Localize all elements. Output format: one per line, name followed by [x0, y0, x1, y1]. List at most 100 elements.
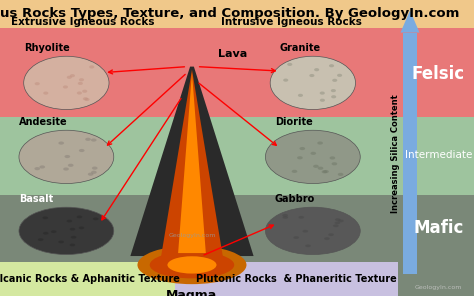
Text: Intrusive Igneous Rocks: Intrusive Igneous Rocks [221, 17, 362, 27]
Ellipse shape [265, 130, 360, 184]
Ellipse shape [329, 156, 335, 160]
Ellipse shape [19, 207, 114, 255]
Polygon shape [161, 70, 223, 256]
Text: Felsic: Felsic [412, 65, 465, 83]
Ellipse shape [324, 237, 330, 240]
Ellipse shape [24, 56, 109, 110]
Ellipse shape [43, 232, 49, 235]
Ellipse shape [93, 218, 99, 220]
Ellipse shape [82, 90, 87, 93]
Ellipse shape [51, 230, 56, 233]
Ellipse shape [335, 218, 341, 221]
Text: Diorite: Diorite [275, 117, 313, 127]
Text: Increasing Silica Content: Increasing Silica Content [392, 94, 400, 213]
Text: Andesite: Andesite [19, 117, 68, 127]
Text: GeologyIn.com: GeologyIn.com [168, 233, 216, 238]
Ellipse shape [77, 215, 82, 218]
Bar [175, 262, 398, 296]
Ellipse shape [92, 167, 98, 170]
Ellipse shape [19, 130, 114, 184]
Ellipse shape [67, 76, 72, 79]
Ellipse shape [302, 230, 308, 233]
Text: Magma: Magma [166, 289, 218, 296]
Ellipse shape [91, 171, 97, 174]
Bar [0, 28, 398, 117]
Bar [398, 28, 474, 117]
Ellipse shape [39, 165, 45, 168]
Text: GeologyIn.com: GeologyIn.com [415, 285, 462, 289]
Ellipse shape [64, 155, 70, 158]
Ellipse shape [88, 173, 93, 176]
Ellipse shape [167, 256, 217, 274]
Ellipse shape [310, 152, 316, 155]
Polygon shape [130, 67, 254, 256]
Text: Gabbro: Gabbro [275, 194, 315, 204]
Ellipse shape [298, 94, 303, 97]
Ellipse shape [35, 167, 40, 170]
Ellipse shape [63, 85, 68, 89]
Ellipse shape [321, 170, 327, 173]
Bar [398, 195, 474, 262]
Ellipse shape [84, 98, 90, 101]
Text: Extrusive Igneous Rocks: Extrusive Igneous Rocks [11, 17, 155, 27]
Ellipse shape [320, 99, 325, 102]
Ellipse shape [283, 214, 288, 217]
Polygon shape [178, 73, 206, 253]
Ellipse shape [323, 170, 329, 173]
Ellipse shape [70, 244, 75, 246]
Ellipse shape [58, 241, 64, 243]
Bar [0, 0, 474, 28]
Ellipse shape [335, 221, 340, 224]
Ellipse shape [319, 91, 325, 95]
Bar [0, 117, 398, 195]
Ellipse shape [68, 164, 73, 167]
Bar [403, 33, 417, 274]
Text: Mafic: Mafic [413, 219, 464, 237]
Ellipse shape [331, 89, 336, 92]
Ellipse shape [71, 236, 76, 239]
Ellipse shape [43, 91, 48, 95]
Ellipse shape [314, 68, 319, 71]
Ellipse shape [337, 74, 342, 77]
Text: Volcanic Rocks & Aphanitic Texture: Volcanic Rocks & Aphanitic Texture [0, 274, 180, 284]
Text: Granite: Granite [280, 43, 321, 53]
Ellipse shape [292, 170, 297, 173]
Ellipse shape [329, 64, 334, 67]
Text: Plutonic Rocks  & Phaneritic Texture: Plutonic Rocks & Phaneritic Texture [196, 274, 397, 284]
Ellipse shape [283, 78, 288, 82]
Ellipse shape [35, 82, 40, 85]
Ellipse shape [305, 244, 311, 247]
Ellipse shape [299, 216, 304, 219]
Ellipse shape [77, 91, 82, 95]
Ellipse shape [287, 63, 292, 66]
Text: Intermediate: Intermediate [405, 150, 472, 160]
Bar [0, 195, 398, 262]
Ellipse shape [338, 219, 344, 222]
Text: Rhyolite: Rhyolite [24, 43, 70, 53]
Ellipse shape [265, 207, 360, 255]
Ellipse shape [331, 162, 337, 165]
Bar [398, 117, 474, 195]
Ellipse shape [43, 216, 48, 219]
Ellipse shape [78, 82, 83, 85]
Ellipse shape [137, 246, 246, 284]
Ellipse shape [328, 233, 334, 236]
Polygon shape [401, 10, 419, 33]
Text: Lava: Lava [218, 49, 247, 59]
Ellipse shape [300, 147, 305, 150]
Ellipse shape [333, 224, 338, 227]
Text: Igneous Rocks Types, Texture, and Composition. By GeologyIn.com: Igneous Rocks Types, Texture, and Compos… [0, 7, 459, 20]
Bar [0, 262, 175, 296]
Ellipse shape [89, 65, 94, 69]
Text: Basalt: Basalt [19, 194, 53, 204]
Ellipse shape [283, 216, 288, 219]
Ellipse shape [79, 149, 84, 152]
Ellipse shape [70, 74, 75, 77]
Ellipse shape [85, 138, 91, 141]
Ellipse shape [270, 56, 356, 110]
Ellipse shape [58, 141, 64, 145]
Ellipse shape [150, 251, 234, 278]
Ellipse shape [79, 226, 84, 229]
Ellipse shape [38, 238, 44, 241]
Bar [398, 262, 474, 296]
